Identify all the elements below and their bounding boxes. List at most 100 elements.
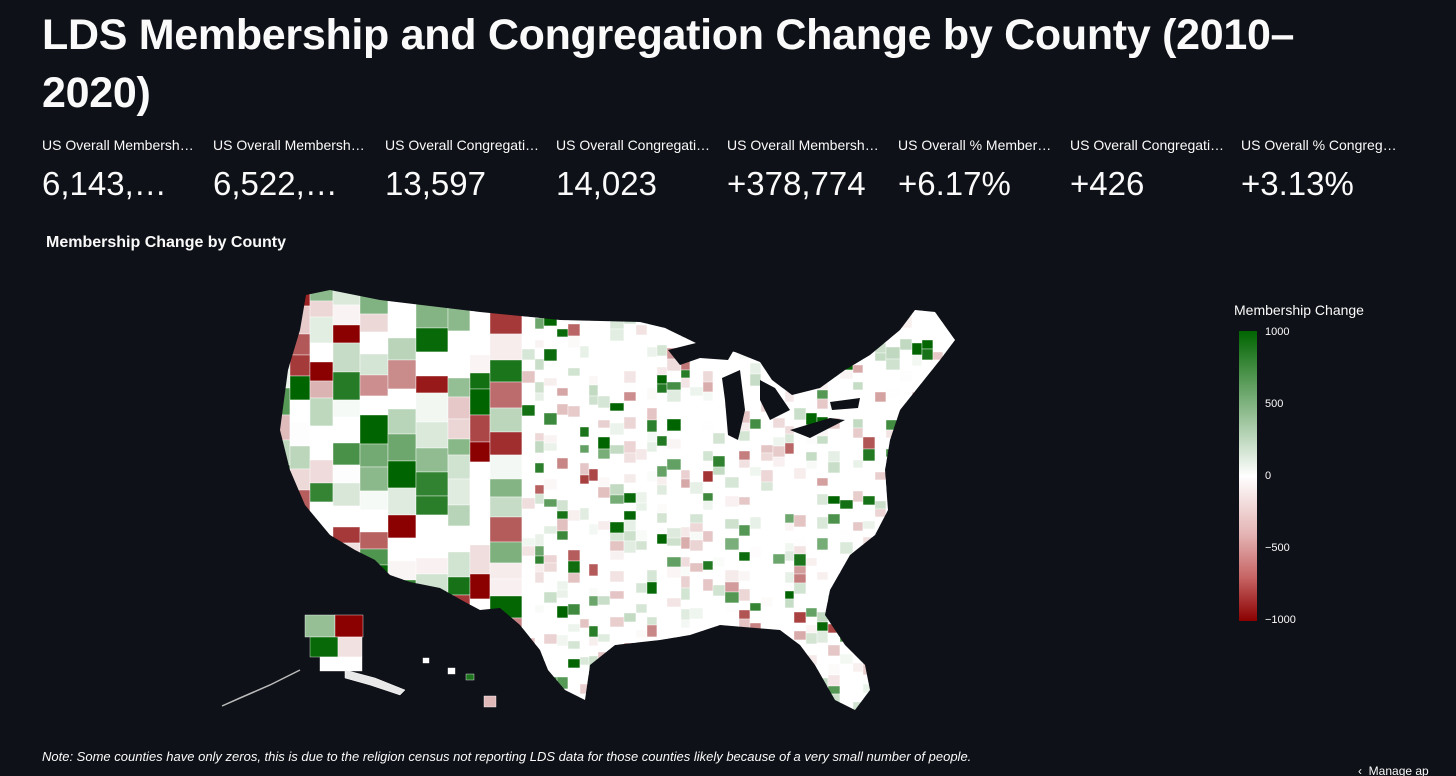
county-cell[interactable]	[911, 507, 923, 518]
county-cell[interactable]	[954, 417, 967, 429]
county-cell[interactable]	[712, 505, 726, 518]
county-cell[interactable]	[760, 654, 774, 666]
county-cell[interactable]	[839, 611, 854, 621]
county-cell[interactable]	[862, 565, 876, 576]
county-cell[interactable]	[839, 631, 854, 643]
county-cell[interactable]	[289, 562, 311, 581]
county-cell[interactable]	[874, 427, 887, 441]
county-cell[interactable]	[784, 372, 795, 383]
county-cell[interactable]	[447, 693, 471, 721]
county-cell[interactable]	[702, 638, 714, 648]
county-cell[interactable]	[749, 665, 762, 678]
county-cell[interactable]	[579, 369, 590, 382]
county-cell[interactable]	[921, 626, 934, 640]
county-cell[interactable]	[954, 582, 967, 592]
county-cell[interactable]	[489, 311, 523, 335]
county-cell[interactable]	[635, 592, 648, 605]
county-cell[interactable]	[954, 645, 967, 655]
county-cell[interactable]	[609, 559, 625, 572]
county-cell[interactable]	[784, 381, 795, 392]
county-cell[interactable]	[749, 418, 762, 430]
county-cell[interactable]	[852, 701, 864, 713]
county-cell[interactable]	[827, 357, 841, 368]
county-cell[interactable]	[816, 443, 829, 457]
county-cell[interactable]	[816, 333, 829, 343]
county-cell[interactable]	[911, 285, 923, 296]
county-cell[interactable]	[932, 610, 944, 622]
county-cell[interactable]	[597, 537, 611, 551]
county-cell[interactable]	[521, 555, 536, 565]
county-cell[interactable]	[624, 712, 636, 724]
county-cell[interactable]	[666, 285, 682, 296]
county-cell[interactable]	[816, 493, 829, 506]
county-cell[interactable]	[911, 516, 923, 528]
county-cell[interactable]	[521, 382, 536, 395]
county-cell[interactable]	[447, 478, 471, 506]
county-cell[interactable]	[387, 359, 417, 390]
county-cell[interactable]	[609, 655, 625, 665]
county-cell[interactable]	[597, 633, 611, 643]
county-cell[interactable]	[954, 472, 967, 486]
county-cell[interactable]	[666, 577, 682, 590]
county-cell[interactable]	[784, 571, 795, 584]
county-cell[interactable]	[885, 324, 901, 337]
county-cell[interactable]	[609, 340, 625, 354]
county-cell[interactable]	[489, 407, 523, 433]
county-cell[interactable]	[623, 601, 637, 614]
county-cell[interactable]	[543, 478, 558, 491]
county-cell[interactable]	[874, 360, 887, 373]
county-cell[interactable]	[862, 653, 876, 665]
county-cell[interactable]	[534, 462, 545, 474]
county-cell[interactable]	[772, 417, 786, 429]
county-cell[interactable]	[899, 683, 913, 697]
county-cell[interactable]	[772, 363, 786, 373]
county-cell[interactable]	[521, 583, 536, 595]
county-cell[interactable]	[784, 590, 795, 600]
county-cell[interactable]	[885, 652, 901, 663]
county-cell[interactable]	[862, 663, 876, 676]
county-cell[interactable]	[656, 630, 668, 644]
county-cell[interactable]	[534, 493, 545, 505]
county-cell[interactable]	[839, 285, 854, 298]
county-cell[interactable]	[543, 554, 558, 564]
county-cell[interactable]	[359, 374, 389, 397]
county-cell[interactable]	[588, 709, 599, 719]
county-cell[interactable]	[689, 440, 704, 451]
county-cell[interactable]	[309, 669, 334, 699]
county-cell[interactable]	[567, 658, 581, 669]
county-cell[interactable]	[760, 348, 774, 360]
county-cell[interactable]	[556, 626, 569, 636]
county-cell[interactable]	[597, 520, 611, 531]
county-cell[interactable]	[647, 714, 657, 725]
county-cell[interactable]	[932, 503, 944, 517]
county-cell[interactable]	[942, 441, 955, 454]
county-cell[interactable]	[680, 556, 691, 568]
county-cell[interactable]	[760, 490, 774, 501]
county-cell[interactable]	[635, 368, 648, 378]
county-cell[interactable]	[827, 513, 841, 525]
county-cell[interactable]	[932, 537, 944, 551]
county-cell[interactable]	[885, 493, 901, 504]
county-cell[interactable]	[954, 372, 967, 383]
county-cell[interactable]	[899, 657, 913, 668]
county-cell[interactable]	[597, 304, 611, 317]
county-cell[interactable]	[911, 354, 923, 367]
county-cell[interactable]	[852, 605, 864, 617]
county-cell[interactable]	[772, 302, 786, 316]
county-cell[interactable]	[749, 438, 762, 448]
county-cell[interactable]	[646, 581, 658, 595]
county-cell[interactable]	[680, 445, 691, 459]
county-cell[interactable]	[609, 626, 625, 636]
county-cell[interactable]	[489, 381, 523, 409]
county-cell[interactable]	[839, 663, 854, 674]
county-cell[interactable]	[567, 405, 581, 418]
county-cell[interactable]	[784, 303, 795, 315]
county-cell[interactable]	[680, 697, 691, 710]
county-cell[interactable]	[309, 482, 334, 503]
county-cell[interactable]	[588, 500, 599, 514]
county-cell[interactable]	[816, 435, 829, 445]
county-cell[interactable]	[816, 686, 829, 696]
county-cell[interactable]	[469, 517, 491, 546]
county-cell[interactable]	[656, 554, 668, 565]
county-cell[interactable]	[805, 522, 818, 536]
